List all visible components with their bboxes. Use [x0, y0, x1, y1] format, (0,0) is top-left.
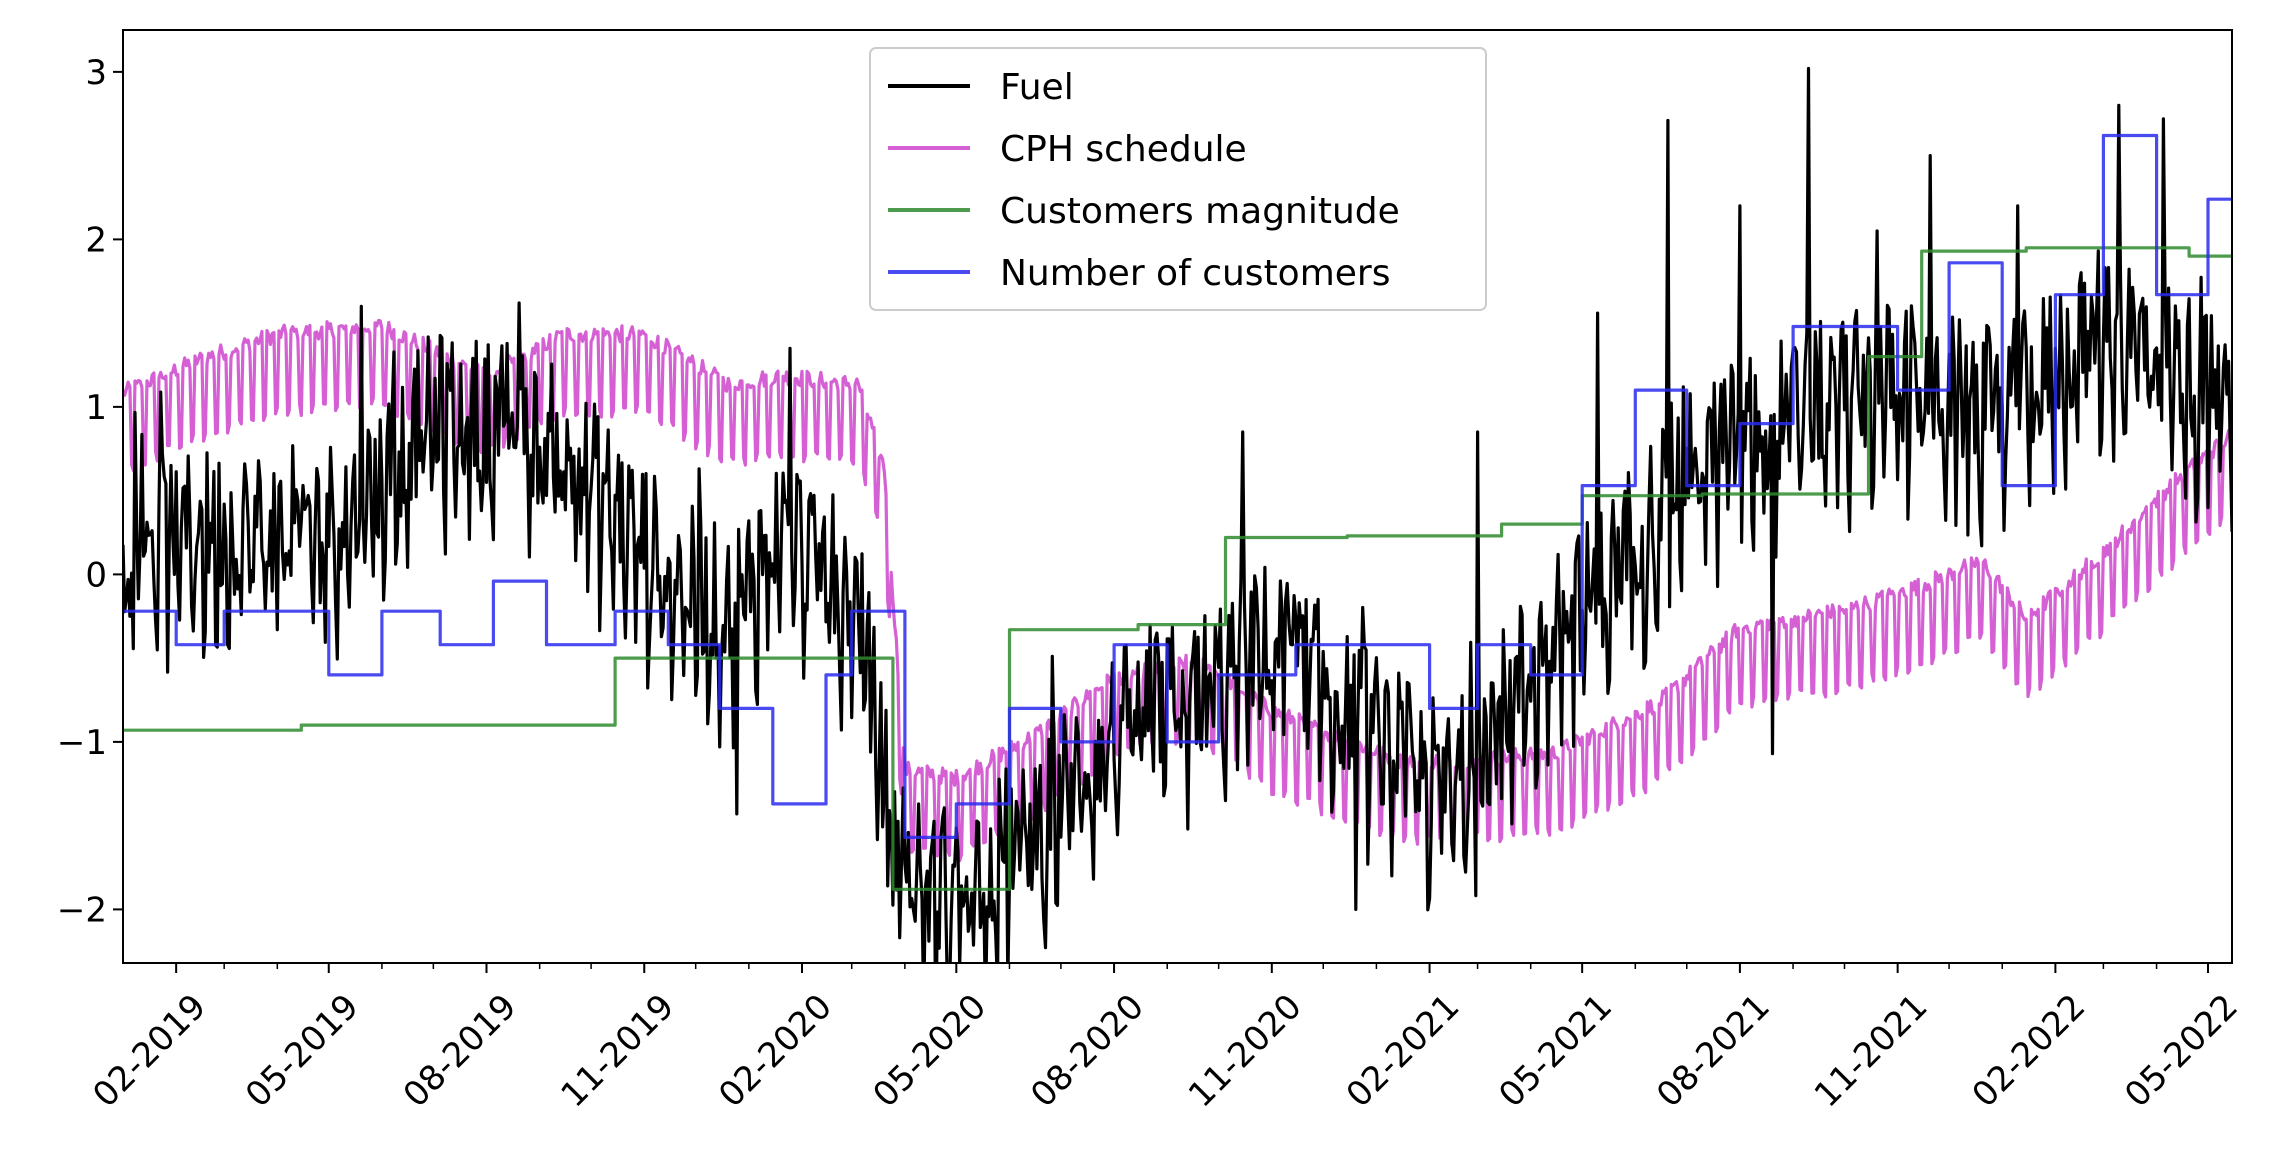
y-tick-label: −1	[57, 723, 107, 763]
legend-label: Number of customers	[1000, 253, 1390, 294]
y-axis: −2 −1 0 1 2 3	[57, 53, 123, 930]
x-tick-label: 08-2021	[1649, 987, 1778, 1116]
series-line-customers-magnitude	[123, 246, 2232, 891]
x-tick-label: 02-2020	[711, 987, 840, 1116]
x-tick-label: 05-2021	[1491, 987, 1620, 1116]
y-tick-label: −2	[57, 890, 107, 930]
x-tick-label: 11-2021	[1807, 987, 1936, 1116]
x-tick-label: 02-2022	[1965, 987, 2094, 1116]
series-line-number-of-customers	[123, 133, 2232, 839]
legend-box	[869, 47, 1487, 311]
legend: Fuel CPH schedule Customers magnitude Numbe…	[869, 47, 1487, 311]
y-tick-label: 3	[85, 53, 107, 93]
x-tick-label: 02-2021	[1339, 987, 1468, 1116]
x-axis: 02-2019 05-2019 08-2019 11-2019 02-2020 05-20…	[85, 963, 2246, 1115]
x-tick-label: 11-2019	[553, 987, 682, 1116]
x-tick-label: 08-2020	[1023, 987, 1152, 1116]
legend-label: Customers magnitude	[1000, 191, 1400, 232]
legend-label: CPH schedule	[1000, 129, 1247, 170]
y-tick-label: 1	[85, 388, 107, 428]
y-tick-label: 0	[85, 555, 107, 595]
plot-frame	[122, 29, 2233, 964]
x-tick-label: 05-2022	[2117, 987, 2246, 1116]
x-tick-label: 05-2020	[865, 987, 994, 1116]
series-layer	[123, 66, 2232, 963]
x-tick-label: 02-2019	[85, 987, 214, 1116]
x-tick-label: 05-2019	[238, 987, 367, 1116]
x-tick-label: 08-2019	[396, 987, 525, 1116]
legend-label: Fuel	[1000, 67, 1074, 108]
x-tick-label: 11-2020	[1181, 987, 1310, 1116]
y-tick-label: 2	[85, 220, 107, 260]
